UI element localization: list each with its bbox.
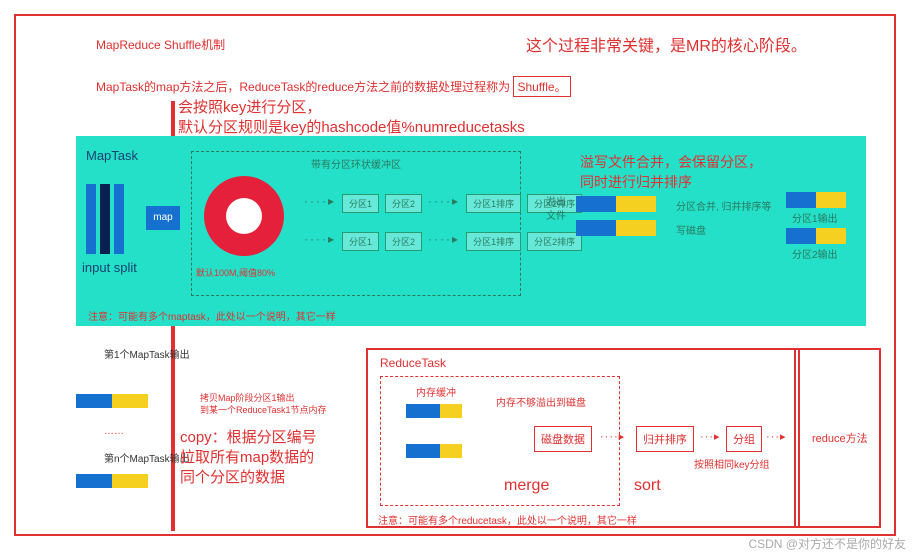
anno-partition-l1: 会按照key进行分区，: [178, 98, 525, 118]
anno-copy-l2: 拉取所有map数据的: [180, 448, 317, 468]
spill-label: 溢出 文件: [546, 196, 566, 224]
double-vert-divider: [794, 350, 800, 526]
anno-sort: sort: [634, 476, 661, 496]
mapoutn-label: 第n个MapTask输出: [104, 450, 190, 465]
spill-bar2: [576, 220, 656, 239]
membuf-label: 内存缓冲: [416, 384, 456, 399]
out-bar1: [786, 192, 846, 211]
pbox: 分区1排序: [466, 194, 521, 213]
spill-bar1: [576, 196, 656, 215]
anno-copy-l1: copy：根据分区编号: [180, 428, 317, 448]
pbox-row1: ····▸ 分区1 分区2 ····▸ 分区1排序 分区2排序: [304, 194, 582, 213]
group-note: 按照相同key分组: [694, 456, 770, 471]
mapout1-label: 第1个MapTask输出: [104, 346, 190, 361]
ring-icon: [204, 176, 284, 256]
out-label-2: 分区2输出: [792, 246, 838, 261]
subtitle-pre: MapTask的map方法之后，ReduceTask的reduce方法之前的数据…: [96, 80, 510, 94]
arrow-icon: ···▸: [766, 430, 787, 443]
input-split-bars: [86, 184, 128, 257]
out-bar2: [786, 228, 846, 247]
spill-l2: 文件: [546, 210, 566, 224]
mapoutn-bar: [76, 474, 148, 491]
spill-title-l1: 溢写文件合并，会保留分区，: [580, 152, 762, 172]
reducetask-note: 注意：可能有多个reducetask，此处以一个说明，其它一样: [378, 512, 637, 527]
dots-icon: ····▸: [304, 194, 336, 213]
anno-copy: copy：根据分区编号 拉取所有map数据的 同个分区的数据: [180, 428, 317, 488]
dots-icon: ····▸: [304, 232, 336, 251]
pbox: 分区1: [342, 232, 379, 251]
group-box: 分组: [726, 426, 762, 452]
subtitle: MapTask的map方法之后，ReduceTask的reduce方法之前的数据…: [96, 76, 571, 97]
membuf-bar2: [406, 444, 462, 461]
callout-right: 这个过程非常关键，是MR的核心阶段。: [526, 32, 807, 56]
copy-note: 拷贝Map阶段分区1输出 到某一个ReduceTask1节点内存: [200, 392, 327, 416]
arrow-icon: ···▸: [700, 430, 721, 443]
pbox: 分区2: [385, 232, 422, 251]
page-frame: MapReduce Shuffle机制 这个过程非常关键，是MR的核心阶段。 M…: [14, 14, 896, 536]
overflow-label: 内存不够溢出到磁盘: [496, 394, 586, 409]
watermark: CSDN @对方还不是你的好友: [748, 535, 906, 552]
ring-note: 默认100M,阈值80%: [196, 266, 275, 279]
pbox: 分区2排序: [527, 232, 582, 251]
pbox: 分区2: [385, 194, 422, 213]
reducetask-label: ReduceTask: [380, 356, 446, 370]
input-split-label: input split: [82, 260, 137, 275]
membuf-bar1: [406, 404, 462, 421]
anno-partition: 会按照key进行分区， 默认分区规则是key的hashcode值%numredu…: [178, 98, 525, 138]
out-label-1: 分区1输出: [792, 210, 838, 225]
title: MapReduce Shuffle机制: [96, 36, 225, 53]
map-box: map: [146, 206, 180, 230]
anno-merge: merge: [504, 476, 549, 496]
pbox: 分区1排序: [466, 232, 521, 251]
copy-note-l1: 拷贝Map阶段分区1输出: [200, 392, 327, 404]
dots-icon: ····▸: [428, 194, 460, 213]
disk-box: 磁盘数据: [534, 426, 592, 452]
reduce-method: reduce方法: [812, 430, 868, 446]
dots-icon: ····▸: [428, 232, 460, 251]
mergesort-box: 归并排序: [636, 426, 694, 452]
mapout1-bar: [76, 394, 148, 411]
maptask-note: 注意：可能有多个maptask，此处以一个说明，其它一样: [88, 308, 336, 323]
copy-note-l2: 到某一个ReduceTask1节点内存: [200, 404, 327, 416]
merge-label-1: 分区合并, 归并排序等: [676, 198, 772, 213]
anno-partition-l2: 默认分区规则是key的hashcode值%numreducetasks: [178, 118, 525, 138]
arrow-icon: ····▸: [600, 430, 625, 443]
spill-l1: 溢出: [546, 196, 566, 210]
pbox: 分区1: [342, 194, 379, 213]
mapout-dots: ……: [104, 426, 124, 437]
anno-copy-l3: 同个分区的数据: [180, 468, 317, 488]
ring-title: 带有分区环状缓冲区: [192, 152, 520, 171]
maptask-label: MapTask: [86, 148, 138, 163]
merge-label-2: 写磁盘: [676, 222, 706, 237]
spill-title: 溢写文件合并，会保留分区， 同时进行归并排序: [580, 152, 762, 192]
spill-title-l2: 同时进行归并排序: [580, 172, 762, 192]
pbox-row2: ····▸ 分区1 分区2 ····▸ 分区1排序 分区2排序: [304, 232, 582, 251]
shuffle-boxed: Shuffle。: [513, 76, 570, 97]
